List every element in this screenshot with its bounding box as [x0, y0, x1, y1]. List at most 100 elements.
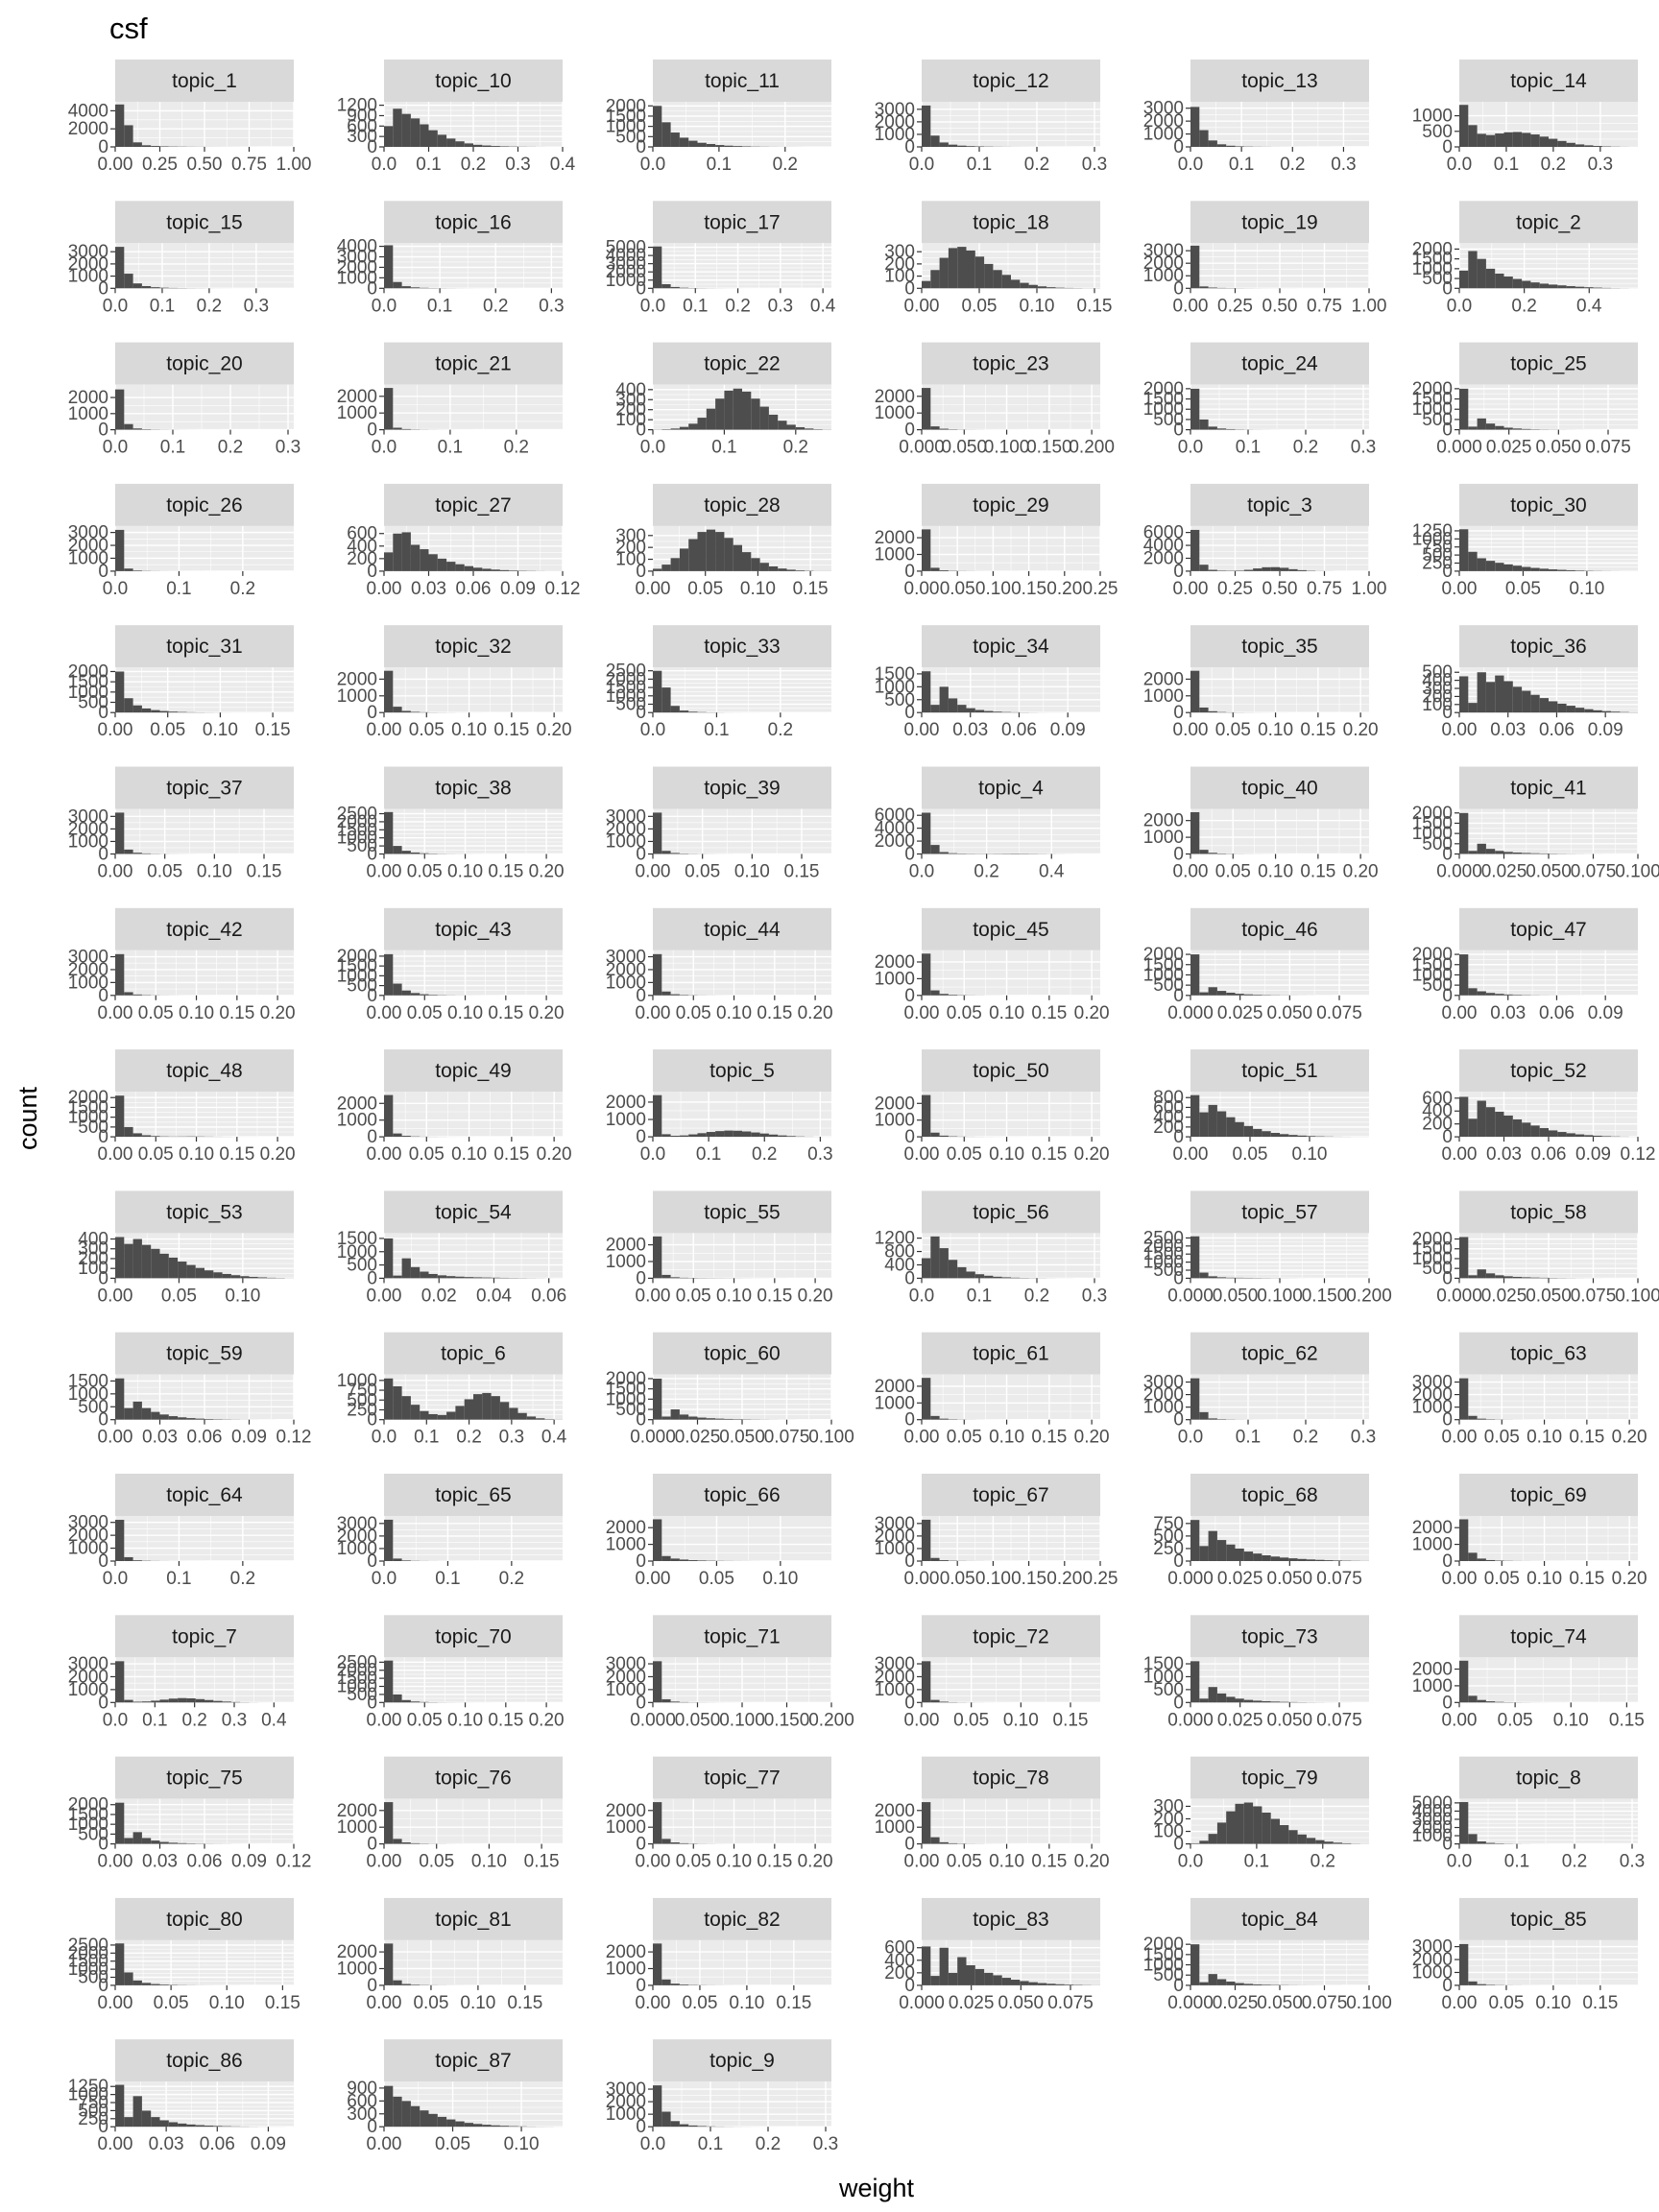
histogram-bar — [670, 1277, 680, 1279]
histogram-bar — [1495, 1843, 1504, 1844]
x-tick-label: 0.15 — [219, 1003, 254, 1023]
x-tick-label: 0.05 — [407, 1003, 443, 1023]
histogram-bar — [473, 144, 483, 147]
histogram-bar — [393, 427, 402, 430]
x-tick-label: 0.050 — [998, 1993, 1045, 2013]
x-tick-label: 0.05 — [1488, 1993, 1524, 2013]
y-tick-label: 3000 — [1143, 241, 1184, 261]
histogram-bar — [168, 711, 179, 713]
x-tick-label: 0.05 — [676, 1003, 711, 1023]
facet-strip-label: topic_13 — [1241, 70, 1317, 92]
y-tick-label: 0 — [1442, 845, 1453, 865]
histogram-bar — [1503, 1276, 1513, 1279]
y-tick-label: 1000 — [68, 2085, 108, 2105]
y-tick-label: 2000 — [1143, 811, 1184, 831]
y-tick-label: 500 — [1153, 1680, 1184, 1700]
histogram-bar — [661, 284, 671, 289]
histogram-bar — [688, 1134, 698, 1138]
panel-background — [384, 1657, 563, 1703]
y-tick-label: 1000 — [337, 686, 377, 707]
y-tick-label: 0 — [636, 137, 646, 157]
histogram-bar — [1190, 107, 1200, 147]
histogram-bar — [195, 1418, 204, 1420]
histogram-bar — [141, 708, 152, 713]
histogram-bar — [930, 990, 940, 996]
y-tick-label: 500 — [615, 127, 646, 147]
histogram-bar — [706, 408, 716, 430]
facet-strip — [384, 60, 563, 102]
x-tick-label: 0.000 — [1167, 1993, 1214, 2013]
histogram-bar — [420, 1410, 429, 1420]
y-tick-label: 250 — [78, 2109, 108, 2129]
x-tick-label: 0.050 — [675, 1710, 721, 1730]
x-tick-label: 0.200 — [1346, 1286, 1392, 1306]
x-tick-label: 0.06 — [187, 1852, 223, 1872]
histogram-bar — [1503, 852, 1513, 854]
y-tick-label: 0 — [1173, 986, 1184, 1006]
histogram-bar — [1262, 566, 1271, 571]
histogram-bar — [473, 567, 483, 571]
histogram-bar — [724, 538, 733, 571]
histogram-bar — [384, 1094, 394, 1138]
facet-strip-label: topic_71 — [704, 1625, 780, 1647]
histogram-bar — [993, 1975, 1002, 1985]
x-tick-label: 0.050 — [1526, 862, 1572, 882]
x-tick-label: 0.15 — [219, 1144, 254, 1165]
x-tick-label: 0.05 — [138, 1144, 174, 1165]
histogram-bar — [1495, 1560, 1504, 1561]
histogram-bar — [1459, 812, 1469, 854]
y-tick-label: 3000 — [68, 806, 108, 827]
y-tick-label: 0 — [1442, 1127, 1453, 1147]
histogram-bar — [1549, 284, 1558, 289]
y-tick-label: 2000 — [68, 536, 108, 556]
histogram-bar — [159, 287, 169, 289]
x-tick-label: 0.075 — [1585, 438, 1631, 458]
facet-strip-label: topic_55 — [704, 1201, 780, 1223]
y-tick-label: 5000 — [1412, 1793, 1453, 1814]
facet-strip — [653, 1897, 831, 1940]
y-tick-label: 1000 — [606, 686, 646, 707]
y-tick-label: 0 — [904, 137, 915, 157]
x-tick-label: 0.10 — [447, 1003, 483, 1023]
y-tick-label: 1000 — [337, 1111, 377, 1131]
y-tick-label: 1000 — [1412, 1676, 1453, 1696]
histogram-bar — [230, 1275, 241, 1279]
panel-background — [384, 384, 563, 430]
histogram-bar — [1216, 1277, 1227, 1279]
histogram-bar — [653, 2085, 662, 2128]
histogram-bar — [679, 426, 689, 430]
histogram-bar — [151, 709, 160, 713]
y-tick-label: 1000 — [875, 1393, 915, 1413]
histogram-bar — [1046, 287, 1056, 289]
x-tick-label: 0.025 — [1486, 438, 1532, 458]
y-tick-label: 1000 — [68, 1960, 108, 1980]
histogram-bar — [661, 1134, 671, 1138]
histogram-bar — [805, 428, 814, 430]
histogram-bar — [195, 2125, 204, 2128]
histogram-bar — [1459, 388, 1469, 430]
facet-strip — [1459, 201, 1638, 244]
y-tick-label: 1000 — [1412, 529, 1453, 549]
y-tick-label: 5000 — [606, 238, 646, 258]
histogram-bar — [446, 138, 456, 147]
x-tick-label: 0.3 — [222, 1710, 247, 1730]
x-tick-label: 0.075 — [1571, 862, 1617, 882]
histogram-bar — [1190, 1236, 1200, 1279]
facet-strip-label: topic_10 — [435, 70, 511, 92]
y-tick-label: 500 — [1153, 1261, 1184, 1281]
histogram-bar — [966, 708, 975, 713]
y-tick-label: 1000 — [68, 1539, 108, 1559]
y-tick-label: 0 — [98, 703, 108, 723]
x-tick-label: 0.00 — [367, 720, 402, 740]
histogram-bar — [1208, 426, 1217, 430]
histogram-bar — [1306, 1838, 1316, 1844]
